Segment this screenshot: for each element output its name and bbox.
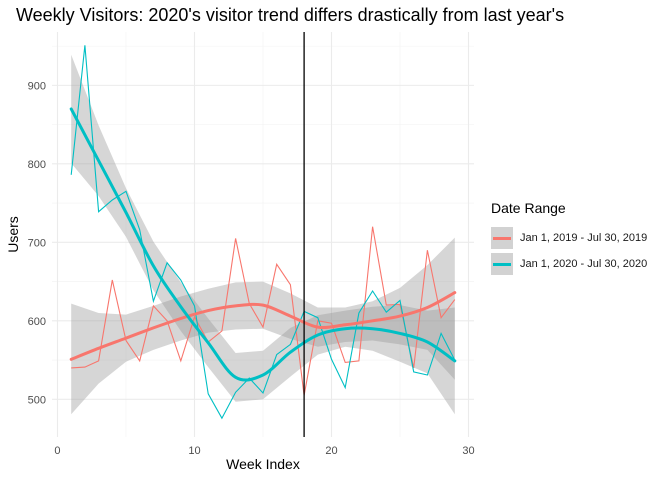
x-tick-label: 30 xyxy=(462,445,474,457)
legend-label-2019: Jan 1, 2019 - Jul 30, 2019 xyxy=(520,232,648,244)
major-grid xyxy=(52,32,474,437)
y-axis-label: Users xyxy=(5,216,21,253)
chart-title: Weekly Visitors: 2020's visitor trend di… xyxy=(16,5,565,25)
minor-grid xyxy=(52,32,474,437)
legend-key-2020 xyxy=(491,253,513,275)
legend-title: Date Range xyxy=(491,200,566,216)
trend-line-2020 xyxy=(69,107,457,382)
x-tick-label: 0 xyxy=(54,445,60,457)
y-tick-label: 700 xyxy=(28,237,46,249)
legend: Date Range Jan 1, 2019 - Jul 30, 2019 Ja… xyxy=(491,200,647,277)
series-line-2019 xyxy=(71,226,456,396)
y-tick-label: 900 xyxy=(28,80,46,92)
legend-item-2019: Jan 1, 2019 - Jul 30, 2019 xyxy=(491,225,647,251)
y-tick-label: 500 xyxy=(28,394,46,406)
y-tick-label: 600 xyxy=(28,316,46,328)
trend-line-2019 xyxy=(69,291,457,361)
x-axis-label: Week Index xyxy=(226,456,300,472)
legend-label-2020: Jan 1, 2020 - Jul 30, 2020 xyxy=(520,258,648,270)
x-tick-label: 10 xyxy=(188,445,200,457)
legend-key-2019 xyxy=(491,227,513,249)
y-tick-label: 800 xyxy=(28,159,46,171)
x-tick-label: 20 xyxy=(325,445,337,457)
legend-item-2020: Jan 1, 2020 - Jul 30, 2020 xyxy=(491,251,647,277)
series-line-2020 xyxy=(70,45,456,420)
